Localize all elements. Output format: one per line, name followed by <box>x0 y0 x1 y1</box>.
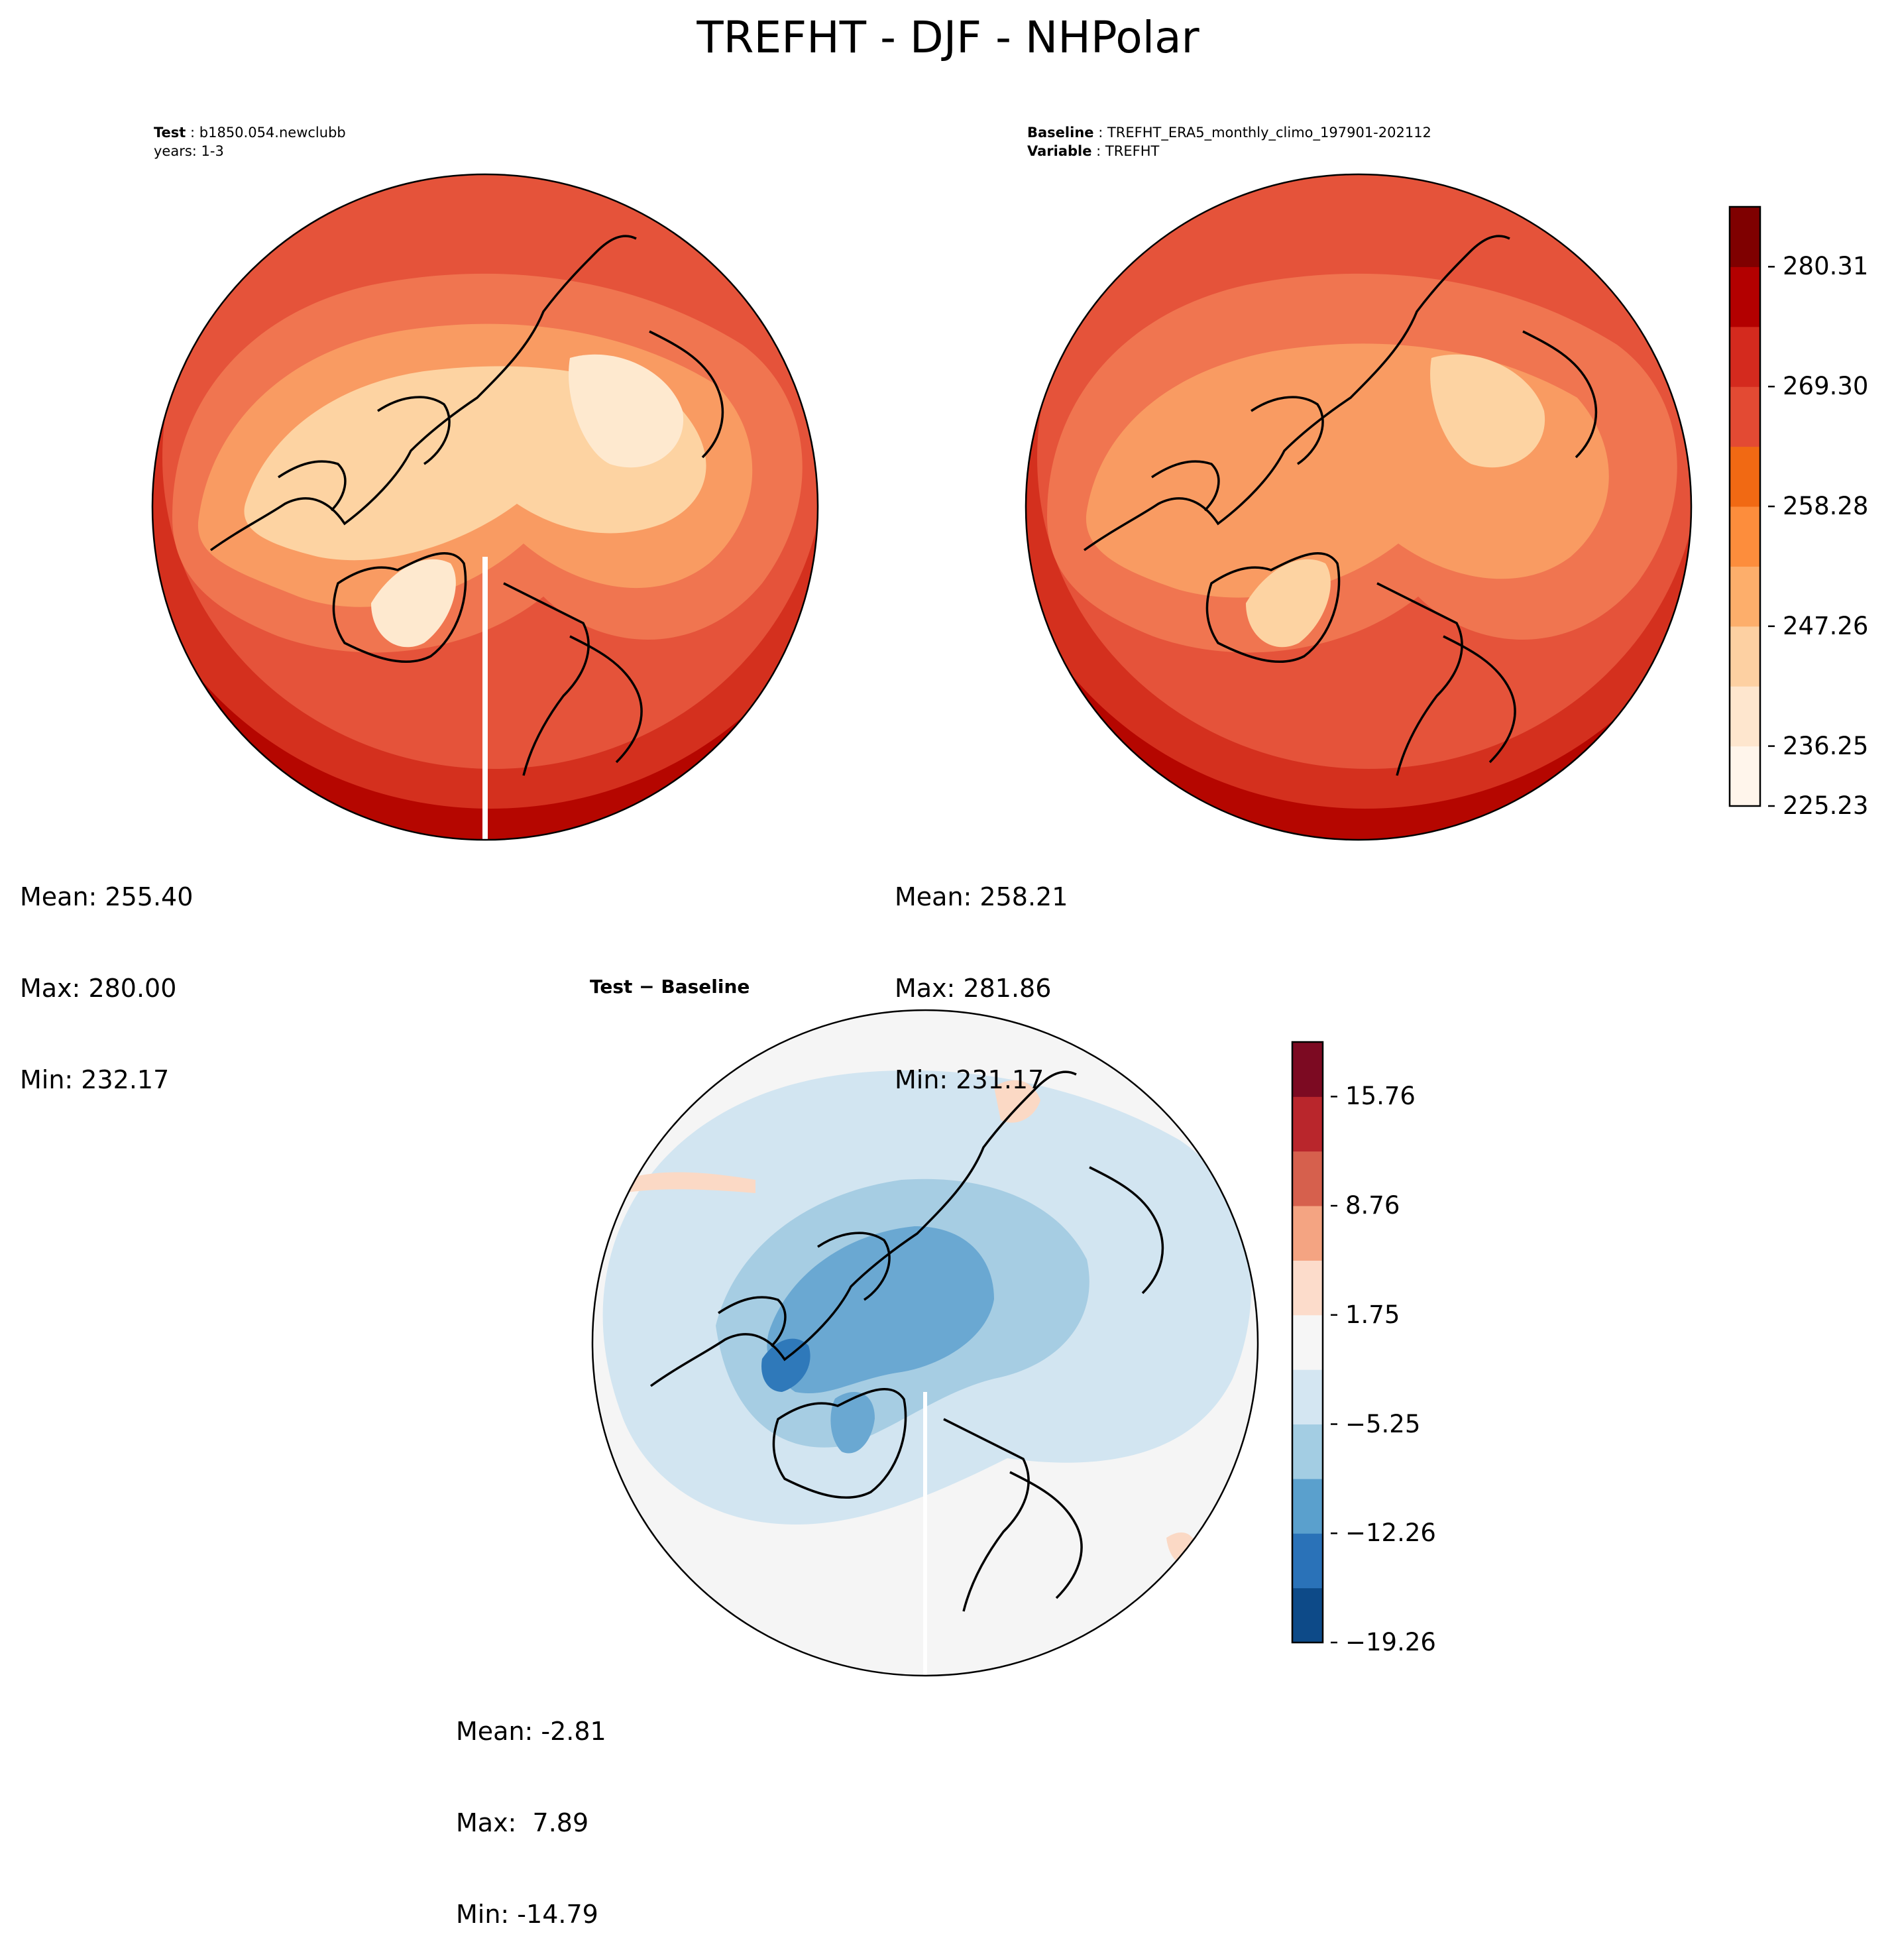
diff-map-frame <box>591 1009 1259 1677</box>
colorbar-segment <box>1730 326 1760 387</box>
colorbar-segment <box>1730 446 1760 507</box>
colorbar-segment <box>1292 1260 1323 1316</box>
diff-map-warm-patch <box>623 1172 755 1193</box>
test-min: Min: 232.17 <box>20 1065 170 1094</box>
diff-map-coastlines <box>649 1070 1164 1612</box>
colorbar-segment <box>1292 1151 1323 1206</box>
baseline-case: TREFHT_ERA5_monthly_climo_197901-202112 <box>1107 125 1431 141</box>
baseline-panel-header: Baseline : TREFHT_ERA5_monthly_climo_197… <box>1027 125 1431 159</box>
colorbar-tick-label: 258.28 <box>1783 492 1869 520</box>
colorbar-difference-frame <box>1291 1041 1324 1644</box>
baseline-variable: TREFHT <box>1105 143 1160 159</box>
colorbar-segment <box>1292 1096 1323 1152</box>
baseline-map-greenland-cold <box>1246 559 1331 648</box>
colorbar-segment <box>1292 1369 1323 1425</box>
baseline-max: Max: 281.86 <box>895 974 1052 1003</box>
colorbar-segment <box>1730 566 1760 627</box>
figure-canvas <box>151 173 1775 1677</box>
test-case: b1850.054.newclubb <box>199 125 346 141</box>
diff-map <box>592 1010 1258 1676</box>
diff-panel-title: Test − Baseline <box>590 976 750 998</box>
colorbar-absolute-frame <box>1728 205 1761 807</box>
colorbar-difference <box>1292 1042 1323 1643</box>
colorbar-segment <box>1730 207 1760 267</box>
colorbar-tick-label: 236.25 <box>1783 731 1869 760</box>
colorbar-segment <box>1730 686 1760 747</box>
test-years: years: 1-3 <box>154 143 224 159</box>
test-map <box>152 174 818 840</box>
figure-title: TREFHT - DJF - NHPolar <box>697 12 1199 63</box>
test-map-siberia-cold <box>569 354 684 468</box>
baseline-label: Baseline <box>1027 125 1094 141</box>
colorbar-segment <box>1292 1314 1323 1370</box>
colorbar-tick-label: −12.26 <box>1345 1519 1436 1548</box>
colorbar-tick-label: 8.76 <box>1345 1191 1400 1220</box>
baseline-map <box>1026 174 1691 840</box>
colorbar-segment <box>1292 1587 1323 1643</box>
diff-map-greenland-cool <box>830 1392 875 1454</box>
colorbar-tick-label: 280.31 <box>1783 252 1869 281</box>
colorbar-tick-label: 15.76 <box>1345 1082 1416 1111</box>
test-map-coastlines <box>209 235 724 776</box>
colorbar-segment <box>1292 1206 1323 1261</box>
baseline-map-coastlines <box>1083 235 1598 776</box>
test-stats: Mean: 255.40 Max: 280.00 Min: 232.17 <box>20 821 193 1125</box>
colorbar-absolute <box>1730 207 1760 807</box>
baseline-map-frame <box>1025 173 1693 841</box>
colorbar-tick-label: 269.30 <box>1783 372 1869 401</box>
colorbar-segment <box>1292 1042 1323 1097</box>
colorbar-segment <box>1730 266 1760 327</box>
diff-map-warm-patch-2 <box>994 1080 1040 1123</box>
colorbar-tick-label: 1.75 <box>1345 1300 1400 1329</box>
test-panel-header: Test : b1850.054.newclubb years: 1-3 <box>154 125 346 159</box>
variable-label: Variable <box>1027 143 1092 159</box>
colorbar-tick-label: 247.26 <box>1783 611 1869 640</box>
diff-map-strong-cool <box>767 1226 994 1394</box>
test-label: Test <box>154 125 186 141</box>
test-mean: Mean: 255.40 <box>20 882 194 911</box>
baseline-map-siberia-cold <box>1430 354 1545 468</box>
diff-min: Min: -14.79 <box>456 1900 598 1929</box>
colorbar-tick-label: 225.23 <box>1783 791 1869 820</box>
diff-mean: Mean: -2.81 <box>456 1717 606 1746</box>
test-map-frame <box>151 173 819 841</box>
colorbar-segment <box>1730 746 1760 807</box>
test-map-greenland-cold <box>371 559 456 648</box>
colorbar-segment <box>1730 386 1760 447</box>
baseline-stats: Mean: 258.21 Max: 281.86 Min: 231.17 <box>895 821 1068 1125</box>
colorbar-segment <box>1730 506 1760 567</box>
test-max: Max: 280.00 <box>20 974 177 1003</box>
baseline-mean: Mean: 258.21 <box>895 882 1068 911</box>
colorbar-segment <box>1292 1478 1323 1534</box>
baseline-min: Min: 231.17 <box>895 1065 1044 1094</box>
diff-map-deep-cool <box>761 1338 810 1392</box>
diff-max: Max: 7.89 <box>456 1808 589 1837</box>
colorbar-tick-label: −19.26 <box>1345 1628 1436 1656</box>
colorbar-segment <box>1292 1424 1323 1479</box>
colorbar-segment <box>1730 626 1760 687</box>
colorbar-segment <box>1292 1533 1323 1589</box>
diff-stats: Mean: -2.81 Max: 7.89 Min: -14.79 <box>456 1655 606 1960</box>
colorbar-tick-label: −5.25 <box>1345 1409 1421 1438</box>
